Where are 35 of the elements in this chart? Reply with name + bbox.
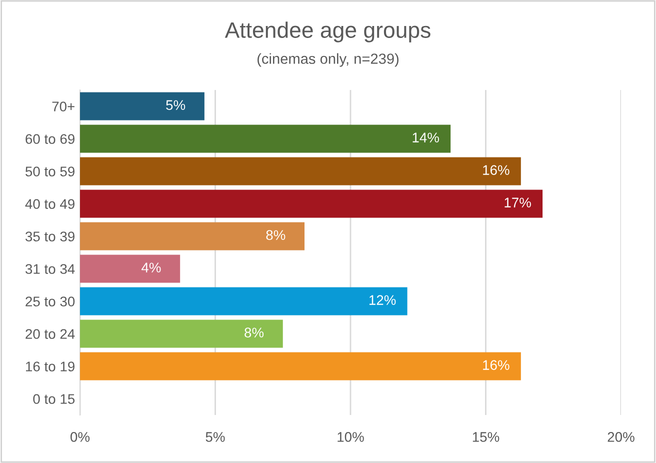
bar <box>80 287 408 316</box>
y-tick-label: 25 to 30 <box>26 296 75 306</box>
chart-subtitle: (cinemas only, n=239) <box>258 53 398 67</box>
data-label: 14% <box>412 132 439 142</box>
data-label: 8% <box>244 328 264 338</box>
y-tick-label: 20 to 24 <box>26 329 75 339</box>
y-tick-label: 35 to 39 <box>25 232 74 242</box>
y-tick-label: 60 to 69 <box>26 134 74 144</box>
bar <box>80 254 180 283</box>
bar <box>80 157 521 186</box>
y-tick-label: 40 to 49 <box>25 199 74 209</box>
y-tick-label: 0 to 15 <box>33 394 75 404</box>
data-label: 5% <box>166 100 186 110</box>
data-label: 16% <box>483 360 510 370</box>
x-tick-label: 5% <box>206 432 225 442</box>
x-tick-label: 15% <box>472 432 500 442</box>
bar <box>80 124 451 153</box>
y-tick-label: 16 to 19 <box>26 362 74 372</box>
bar <box>80 222 305 250</box>
bar <box>80 352 521 380</box>
data-label: 12% <box>369 295 396 305</box>
x-tick-label: 20% <box>608 432 634 442</box>
data-label: 16% <box>483 165 510 175</box>
data-label: 17% <box>504 198 531 208</box>
y-tick-label: 31 to 34 <box>25 264 75 274</box>
y-tick-label: 70+ <box>52 102 74 112</box>
x-tick-label: 0% <box>70 432 90 442</box>
bar <box>80 92 204 120</box>
chart-title: Attendee age groups <box>224 22 430 42</box>
data-label: 8% <box>266 230 286 240</box>
bar <box>80 190 543 218</box>
y-tick-label: 50 to 59 <box>26 166 74 176</box>
data-label: 4% <box>142 262 161 272</box>
x-tick-label: 10% <box>338 432 364 442</box>
bar <box>80 320 283 348</box>
